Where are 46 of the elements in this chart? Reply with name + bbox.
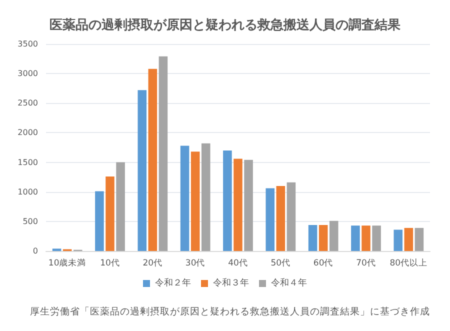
bar bbox=[244, 160, 253, 251]
bar bbox=[106, 176, 114, 251]
x-tick-label: 10代 bbox=[100, 258, 120, 268]
bar bbox=[223, 150, 232, 251]
bar bbox=[362, 226, 370, 251]
bar bbox=[190, 152, 200, 251]
bar bbox=[318, 224, 328, 251]
x-tick-label: 80代以上 bbox=[390, 258, 428, 268]
y-tick-label: 3000 bbox=[18, 69, 38, 78]
x-tick-label: 30代 bbox=[185, 258, 206, 268]
bar bbox=[286, 182, 296, 251]
chart-title: 医薬品の過剰摂取が原因と疑われる救急搬送人員の調査結果 bbox=[50, 17, 402, 33]
bar bbox=[266, 188, 275, 251]
bar bbox=[394, 230, 403, 251]
x-tick-label: 70代 bbox=[356, 258, 376, 268]
bar bbox=[180, 146, 190, 251]
y-tick-label: 1500 bbox=[18, 158, 38, 167]
y-tick-label: 3500 bbox=[18, 40, 38, 48]
bar bbox=[276, 186, 286, 251]
bar bbox=[329, 220, 338, 251]
legend-label: 令和２年 bbox=[155, 278, 191, 288]
x-tick-label: 20代 bbox=[142, 258, 163, 268]
x-tick-label: 10歳未満 bbox=[48, 258, 86, 268]
x-tick-label: 60代 bbox=[313, 258, 334, 268]
bar bbox=[158, 56, 168, 251]
bar bbox=[95, 191, 104, 251]
bar bbox=[414, 228, 424, 251]
bar bbox=[404, 228, 414, 251]
bar bbox=[201, 143, 210, 251]
y-tick-label: 500 bbox=[22, 216, 38, 226]
bar bbox=[351, 226, 360, 251]
legend-label: 令和４年 bbox=[271, 278, 307, 288]
x-tick-label: 50代 bbox=[270, 258, 291, 268]
bar bbox=[116, 162, 125, 251]
y-tick-label: 1000 bbox=[18, 187, 38, 196]
bar bbox=[372, 226, 381, 251]
y-tick-label: 2500 bbox=[18, 98, 38, 108]
legend-label: 令和３年 bbox=[213, 278, 249, 288]
y-tick-label: 0 bbox=[32, 246, 38, 256]
x-tick-label: 40代 bbox=[228, 258, 248, 268]
text: 厚生労働省「医薬品の過剰摂取が原因と疑われる救急搬送人員の調査結果」に基づき作成 bbox=[30, 306, 430, 318]
bar bbox=[148, 68, 158, 251]
bar bbox=[234, 158, 242, 251]
bar bbox=[138, 90, 147, 251]
y-tick-label: 2000 bbox=[18, 128, 38, 138]
bar bbox=[308, 224, 318, 251]
